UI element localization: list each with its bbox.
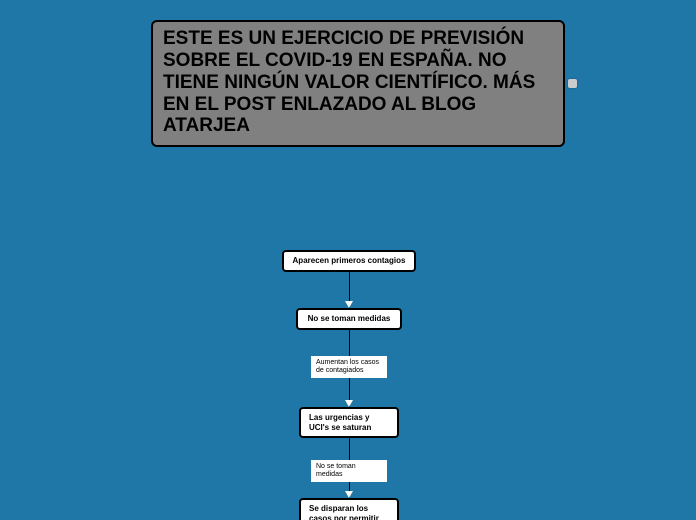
edge-line	[349, 330, 350, 356]
title-box: ESTE ES UN EJERCICIO DE PREVISIÓN SOBRE …	[151, 20, 565, 147]
arrow-down-icon	[345, 400, 353, 407]
flow-node-label: Se disparan los casos por permitir	[309, 504, 389, 520]
flow-node: Aparecen primeros contagios	[282, 250, 416, 272]
info-badge-icon	[568, 79, 577, 88]
edge-line	[349, 435, 350, 460]
flow-node-label: No se toman medidas	[306, 314, 392, 324]
arrow-down-icon	[345, 301, 353, 308]
edge-label: No se toman medidas	[311, 460, 387, 482]
flow-node: Las urgencias y UCI's se saturan	[299, 407, 399, 438]
edge-label-text: No se toman medidas	[316, 463, 356, 478]
flow-node: No se toman medidas	[296, 308, 402, 330]
edge-label: Aumentan los casos de contagiados	[311, 356, 387, 378]
flow-node: Se disparan los casos por permitir	[299, 498, 399, 520]
diagram-canvas: ESTE ES UN EJERCICIO DE PREVISIÓN SOBRE …	[0, 0, 696, 520]
flow-node-label: Las urgencias y UCI's se saturan	[309, 413, 389, 432]
arrow-down-icon	[345, 491, 353, 498]
title-text: ESTE ES UN EJERCICIO DE PREVISIÓN SOBRE …	[163, 28, 553, 137]
edge-label-text: Aumentan los casos de contagiados	[316, 359, 379, 374]
flow-node-label: Aparecen primeros contagios	[292, 256, 406, 266]
